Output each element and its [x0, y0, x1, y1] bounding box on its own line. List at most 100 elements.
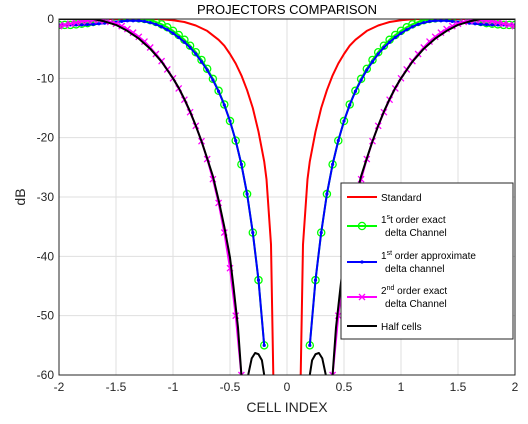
1st-order-approximate-delta-channel-marker — [85, 23, 90, 27]
x-tick-label: 0.5 — [336, 380, 353, 394]
2nd-order-exact-delta-channel-marker — [483, 19, 490, 25]
1st-order-exact-delta-channel-marker — [214, 86, 223, 96]
1st-order-approximate-delta-channel-marker — [427, 19, 432, 23]
legend-1st-order-approximate-delta-channel-marker — [360, 260, 364, 264]
chart-title: PROJECTORS COMPARISON — [197, 2, 377, 17]
2nd-order-exact-delta-channel-marker — [84, 19, 91, 25]
1st-order-exact-delta-channel-marker — [202, 64, 212, 74]
1st-order-approximate-delta-channel-marker — [353, 89, 357, 93]
y-tick-label: 0 — [47, 12, 54, 26]
2nd-order-exact-delta-channel-marker — [66, 20, 74, 28]
2nd-order-exact-delta-channel-marker — [494, 19, 502, 27]
1st-order-exact-delta-channel-marker — [373, 47, 383, 57]
legend-label-part: nd — [387, 285, 395, 292]
1st-order-approximate-delta-channel-marker — [490, 23, 494, 27]
legend-label-1st-order-exact-delta-channel: 1st order exact — [381, 214, 446, 226]
1st-order-approximate-delta-channel-marker — [239, 162, 243, 166]
x-axis-label: CELL INDEX — [246, 399, 328, 415]
1st-order-approximate-delta-channel-marker — [473, 22, 477, 26]
1st-order-approximate-delta-channel-marker — [359, 78, 363, 82]
series-layer — [59, 19, 515, 375]
x-tick-label: 1 — [398, 380, 405, 394]
legend-label-line2-1st-order-exact-delta-channel: delta Channel — [385, 228, 447, 239]
1st-order-approximate-delta-channel-marker — [245, 192, 249, 196]
1st-order-approximate-delta-channel-marker — [479, 22, 483, 26]
2nd-order-exact-delta-channel-marker — [135, 33, 143, 41]
1st-order-approximate-delta-channel-marker — [382, 45, 386, 50]
1st-order-approximate-delta-channel-marker — [222, 103, 226, 107]
2nd-order-exact-delta-channel-marker — [237, 371, 245, 375]
1st-order-approximate-delta-channel-marker — [388, 40, 392, 44]
legend-1st-order-exact-delta-channel-marker — [357, 221, 367, 231]
1st-order-exact-delta-channel-marker — [191, 47, 201, 57]
1st-order-approximate-delta-channel-marker — [331, 162, 335, 166]
x-tick-label: -1.5 — [106, 380, 127, 394]
1st-order-approximate-delta-channel-marker — [199, 60, 204, 64]
x-tick-label: -1 — [168, 380, 179, 394]
2nd-order-exact-delta-channel-marker — [129, 29, 137, 37]
1st-order-approximate-delta-channel-marker — [177, 35, 181, 39]
1st-order-approximate-delta-channel-marker — [228, 119, 232, 123]
1st-order-exact-delta-channel-marker — [208, 74, 218, 84]
2nd-order-exact-delta-channel-marker — [72, 19, 80, 27]
y-tick-label: -40 — [37, 249, 55, 263]
legend-label-part: t order exact — [390, 215, 446, 226]
1st-order-approximate-delta-channel-marker — [234, 139, 238, 143]
y-tick-label: -50 — [37, 309, 55, 323]
1st-order-approximate-delta-channel-marker — [416, 22, 420, 26]
legend-label-half-cells: Half cells — [381, 322, 422, 333]
1st-order-approximate-delta-channel-marker — [445, 19, 449, 23]
y-tick-label: -60 — [37, 368, 55, 382]
1st-order-approximate-delta-channel-marker — [365, 68, 369, 72]
1st-order-exact-delta-channel-marker — [345, 100, 354, 109]
1st-order-approximate-delta-channel-marker — [348, 103, 352, 107]
x-tick-label: -0.5 — [220, 380, 241, 394]
1st-order-approximate-delta-channel-marker — [125, 19, 129, 23]
legend-label-line2-1st-order-approximate-delta-channel: delta channel — [385, 264, 445, 275]
y-tick-label: -10 — [37, 71, 55, 85]
1st-order-exact-delta-channel-marker — [351, 86, 360, 96]
1st-order-approximate-delta-channel-marker — [194, 52, 198, 56]
1st-order-approximate-delta-channel-marker — [319, 231, 323, 235]
plot-frame — [58, 18, 516, 376]
1st-order-approximate-delta-channel-marker — [211, 78, 215, 82]
y-tick-label: -20 — [37, 131, 55, 145]
2nd-order-exact-delta-channel-marker — [61, 21, 69, 29]
x-tick-label: 0 — [284, 380, 291, 394]
2nd-order-exact-delta-channel-marker — [329, 371, 337, 375]
legend-label-standard: Standard — [381, 193, 422, 204]
y-tick-labels: 0 -10 -20 -30 -40 -50 -60 — [37, 12, 55, 382]
2nd-order-exact-delta-channel-marker — [59, 22, 63, 30]
1st-order-approximate-delta-channel-marker — [422, 20, 426, 25]
2nd-order-exact-delta-channel-marker — [141, 38, 148, 46]
1st-order-approximate-delta-channel-marker — [165, 28, 169, 32]
1st-order-approximate-delta-channel-marker — [160, 25, 164, 29]
1st-order-approximate-delta-channel-marker — [484, 23, 489, 27]
legend: Standard 1st order exact delta Channel 1st … — [340, 182, 514, 340]
1st-order-approximate-delta-channel-marker — [410, 25, 414, 29]
legend-label-2nd-order-exact-delta-channel: 2nd order exact — [381, 285, 447, 297]
legend-label-part: s — [387, 214, 391, 221]
1st-order-approximate-delta-channel-marker — [120, 19, 124, 23]
y-tick-label: -30 — [37, 190, 55, 204]
1st-order-exact-delta-channel-marker — [356, 74, 366, 84]
1st-order-exact-delta-channel-marker — [362, 64, 372, 74]
1st-order-approximate-delta-channel-marker — [217, 89, 221, 93]
2nd-order-exact-delta-channel-marker — [431, 33, 439, 41]
x-tick-label: 1.5 — [450, 380, 467, 394]
1st-order-approximate-delta-channel-marker — [97, 22, 101, 26]
1st-order-approximate-delta-channel-marker — [450, 19, 454, 23]
legend-label-part: 1 — [381, 215, 387, 226]
1st-order-approximate-delta-channel-marker — [91, 22, 95, 26]
1st-order-approximate-delta-channel-marker — [342, 119, 346, 123]
1st-order-approximate-delta-channel-marker — [399, 31, 403, 35]
series-line-half-cells — [59, 19, 266, 375]
legend-label-part: 2 — [381, 286, 387, 297]
1st-order-approximate-delta-channel-marker — [154, 22, 158, 26]
1st-order-approximate-delta-channel-marker — [148, 20, 152, 25]
1st-order-approximate-delta-channel-marker — [308, 343, 312, 347]
x-tick-labels: -2 -1.5 -1 -0.5 0 0.5 1 1.5 2 — [54, 380, 519, 394]
1st-order-approximate-delta-channel-marker — [376, 52, 380, 56]
y-axis-label: dB — [12, 188, 28, 205]
1st-order-approximate-delta-channel-marker — [171, 31, 175, 35]
